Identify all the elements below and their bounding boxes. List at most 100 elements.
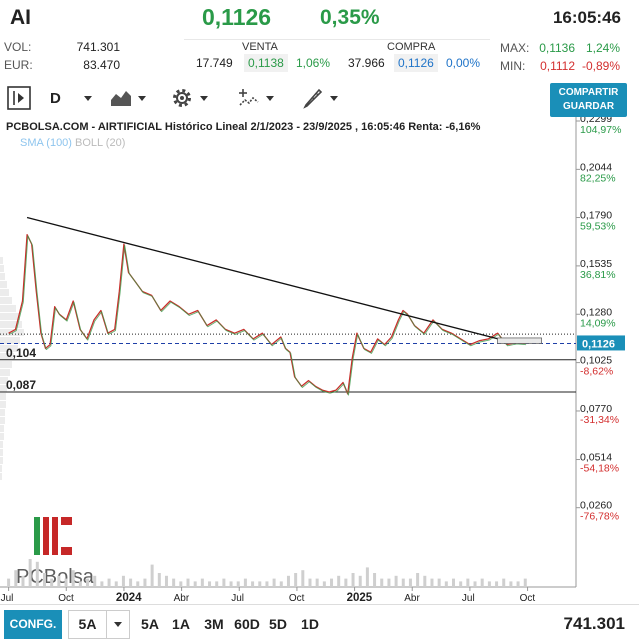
volume-bar xyxy=(179,581,183,587)
volume-bar xyxy=(416,573,420,587)
volume-bar xyxy=(322,581,326,587)
volume-bar xyxy=(265,581,269,587)
x-tick-label: 2025 xyxy=(347,592,373,603)
volume-profile-bar xyxy=(0,441,3,448)
min-value: 0,1112 xyxy=(540,59,575,73)
compra-pct: 0,00% xyxy=(446,56,481,70)
watermark-logo-bar xyxy=(61,547,72,555)
volume-bar xyxy=(495,581,499,587)
support-line-label: 0,087 xyxy=(6,378,36,392)
legend-sma[interactable]: SMA (100) xyxy=(20,137,72,149)
price-series-line-shadow xyxy=(9,235,527,396)
y-tick-pct-label: 14,09% xyxy=(580,317,616,329)
volume-bar xyxy=(272,578,276,587)
volume-bar xyxy=(365,567,369,587)
y-tick-pct-label: -8,62% xyxy=(580,366,613,378)
min-pct: -0,89% xyxy=(581,59,620,73)
volume-profile-bar xyxy=(0,265,4,272)
config-button[interactable]: CONFG. xyxy=(4,610,62,639)
watermark-logo-bar xyxy=(52,517,58,555)
settings-dropdown[interactable] xyxy=(170,84,208,112)
last-price: 0,1126 xyxy=(202,4,272,30)
price-series-line xyxy=(8,233,526,395)
min-label: MIN: xyxy=(500,59,526,73)
volume-bar xyxy=(423,575,427,587)
range-1a[interactable]: 1A xyxy=(172,616,190,632)
order-book: VENTA 17.749 0,1138 1,06% COMPRA 37.966 … xyxy=(184,39,490,75)
period-select[interactable]: 5A xyxy=(68,610,130,639)
volume-bar xyxy=(459,581,463,587)
gear-icon xyxy=(173,89,191,107)
volume-bar xyxy=(28,559,32,587)
legend-boll[interactable]: BOLL (20) xyxy=(75,137,126,149)
interval-label: D xyxy=(50,89,61,107)
volume-bar xyxy=(193,581,197,587)
volume-bar xyxy=(315,578,319,587)
range-3m[interactable]: 3M xyxy=(204,616,224,632)
y-tick-pct-label: -76,78% xyxy=(580,511,619,523)
y-tick-label: 0,0260 xyxy=(580,500,612,512)
x-tick-label: Oct xyxy=(520,593,536,603)
range-5a[interactable]: 5A xyxy=(141,616,159,632)
share-save-button[interactable]: COMPARTIR GUARDAR xyxy=(550,83,627,117)
chevron-down-icon xyxy=(330,95,338,101)
volume-profile-bar xyxy=(0,273,5,280)
volume-profile-bar xyxy=(0,409,5,416)
quote-header: AI 0,1126 0,35% 16:05:46 VOL: 741.301 EU… xyxy=(0,0,639,78)
price-chart[interactable]: PCBolsa 0,104 0,087 0,2299 104,97% 0,2044 82,2… xyxy=(0,113,639,604)
chart-legend: SMA (100) BOLL (20) xyxy=(20,137,125,149)
y-tick-label: 0,1280 xyxy=(580,306,612,318)
bottom-bar: CONFG. 5A 5A 1A 3M 60D 5D 1D 741.301 xyxy=(0,604,639,643)
volume-profile-bar xyxy=(0,257,3,264)
venta-qty: 17.749 xyxy=(196,56,233,70)
x-tick-label: Jul xyxy=(1,593,14,603)
pencil-icon xyxy=(303,88,323,109)
y-tick-label: 0,1535 xyxy=(580,258,612,270)
venta-pct: 1,06% xyxy=(296,56,331,70)
y-tick-label: 0,1025 xyxy=(580,355,612,367)
y-tick-label: 0,0770 xyxy=(580,403,612,415)
volume-profile-bar xyxy=(0,321,22,328)
volume-bar xyxy=(136,581,140,587)
watermark-logo-bar xyxy=(43,517,49,555)
volume-bar xyxy=(344,578,348,587)
draw-dropdown[interactable] xyxy=(302,84,338,112)
volume-bar xyxy=(208,581,212,587)
volume-bar xyxy=(308,578,312,587)
max-pct: 1,24% xyxy=(585,41,620,55)
compra-label: COMPRA xyxy=(387,41,436,53)
volume-bar xyxy=(286,575,290,587)
watermark-logo-bar xyxy=(34,517,40,555)
replay-button[interactable] xyxy=(6,84,32,112)
volume-bar xyxy=(294,573,298,587)
volume-bar xyxy=(150,564,154,587)
volume-bar xyxy=(351,573,355,587)
volume-bar xyxy=(143,578,147,587)
volume-bar xyxy=(337,575,341,587)
volume-bar xyxy=(14,570,18,587)
x-tick-label: Abr xyxy=(174,593,190,603)
vol-value: 741.301 xyxy=(76,40,120,54)
volume-profile-bar xyxy=(0,449,3,456)
y-tick-pct-label: 82,25% xyxy=(580,172,616,184)
volume-profile-bar xyxy=(0,345,18,352)
indicators-dropdown[interactable] xyxy=(238,84,274,112)
chart-type-dropdown[interactable] xyxy=(110,84,146,112)
save-label: GUARDAR xyxy=(562,101,615,112)
range-60d[interactable]: 60D xyxy=(234,616,260,632)
volume-profile-bar xyxy=(0,289,9,296)
volume-bar xyxy=(129,578,133,587)
range-1d[interactable]: 1D xyxy=(301,616,319,632)
volume-profile-bar xyxy=(0,305,16,312)
volume-profile-bar xyxy=(0,457,3,464)
volume-bar xyxy=(186,578,190,587)
chart-canvas[interactable]: PCBolsa0,1040,0870,2299104,97%0,204482,2… xyxy=(0,113,639,604)
interval-dropdown[interactable]: D xyxy=(50,84,92,112)
volume-bar xyxy=(487,581,491,587)
volume-bar xyxy=(401,578,405,587)
volume-bar xyxy=(444,581,448,587)
volume-profile-bar xyxy=(0,337,20,344)
range-5d[interactable]: 5D xyxy=(269,616,287,632)
x-tick-label: 2024 xyxy=(116,592,142,603)
volume-bar xyxy=(229,581,233,587)
